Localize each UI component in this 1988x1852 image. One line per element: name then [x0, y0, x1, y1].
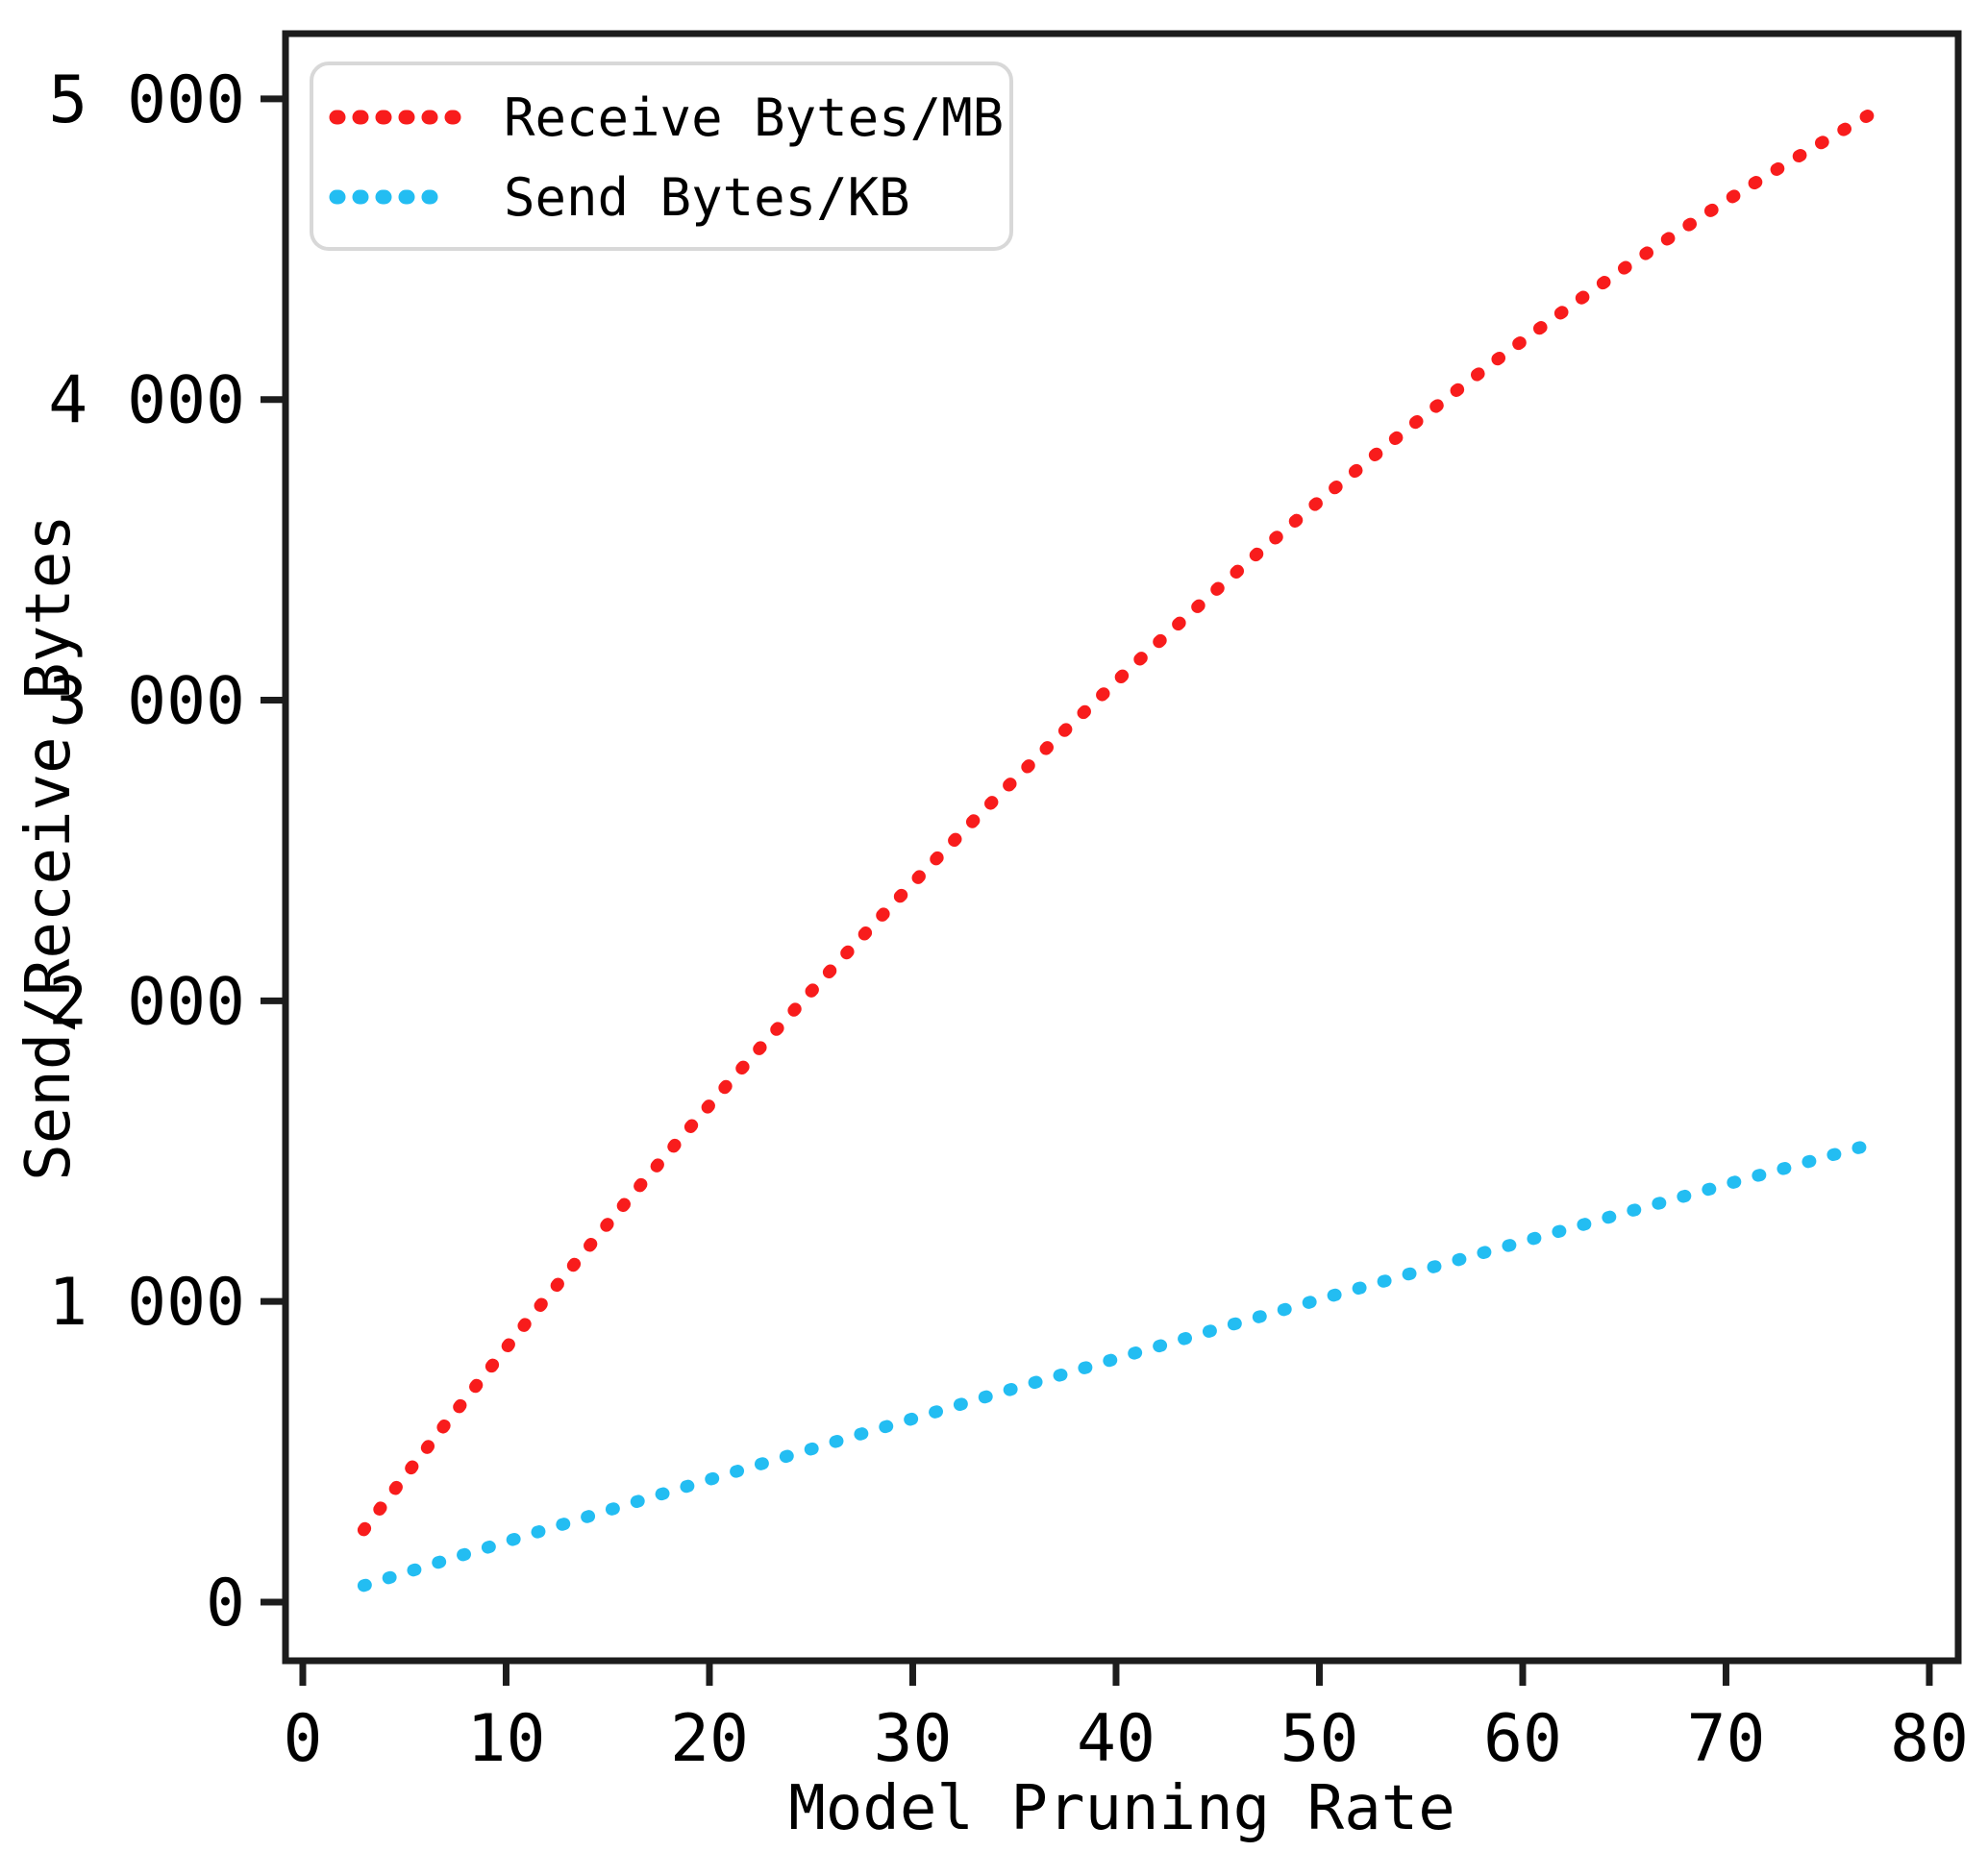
- legend: Receive Bytes/MB Send Bytes/KB: [310, 62, 1013, 251]
- legend-label-receive: Receive Bytes/MB: [504, 87, 1004, 148]
- series-line-receive: [357, 109, 1875, 1537]
- series-line-send: [357, 1139, 1875, 1593]
- y-tick-label: 3 000: [48, 664, 245, 740]
- plot-border: [282, 30, 1962, 1665]
- y-tick-label: 1 000: [48, 1265, 245, 1341]
- y-tick-label: 5 000: [48, 62, 245, 138]
- legend-label-send: Send Bytes/KB: [504, 167, 910, 228]
- x-tick-label: 10: [467, 1701, 546, 1777]
- y-axis-ticks: 0 1 000 2 000 3 000 4 000 5 000: [48, 62, 283, 1642]
- data-series: [357, 109, 1875, 1593]
- y-tick-label: 2 000: [48, 964, 245, 1040]
- x-tick-label: 70: [1687, 1701, 1766, 1777]
- y-tick-label: 0: [206, 1566, 245, 1642]
- legend-box: [310, 62, 1013, 251]
- x-axis-title: Model Pruning Rate: [788, 1773, 1455, 1844]
- x-tick-label: 0: [284, 1701, 323, 1777]
- y-axis-title: Send/Receive Bytes: [13, 514, 85, 1181]
- x-tick-label: 40: [1077, 1701, 1156, 1777]
- x-tick-label: 80: [1890, 1701, 1969, 1777]
- y-tick-label: 4 000: [48, 363, 245, 439]
- x-tick-label: 30: [874, 1701, 953, 1777]
- x-tick-label: 50: [1280, 1701, 1359, 1777]
- x-tick-label: 60: [1483, 1701, 1562, 1777]
- x-axis-ticks: 0 10 20 30 40 50 60 70 80: [284, 1664, 1969, 1777]
- x-tick-label: 20: [670, 1701, 749, 1777]
